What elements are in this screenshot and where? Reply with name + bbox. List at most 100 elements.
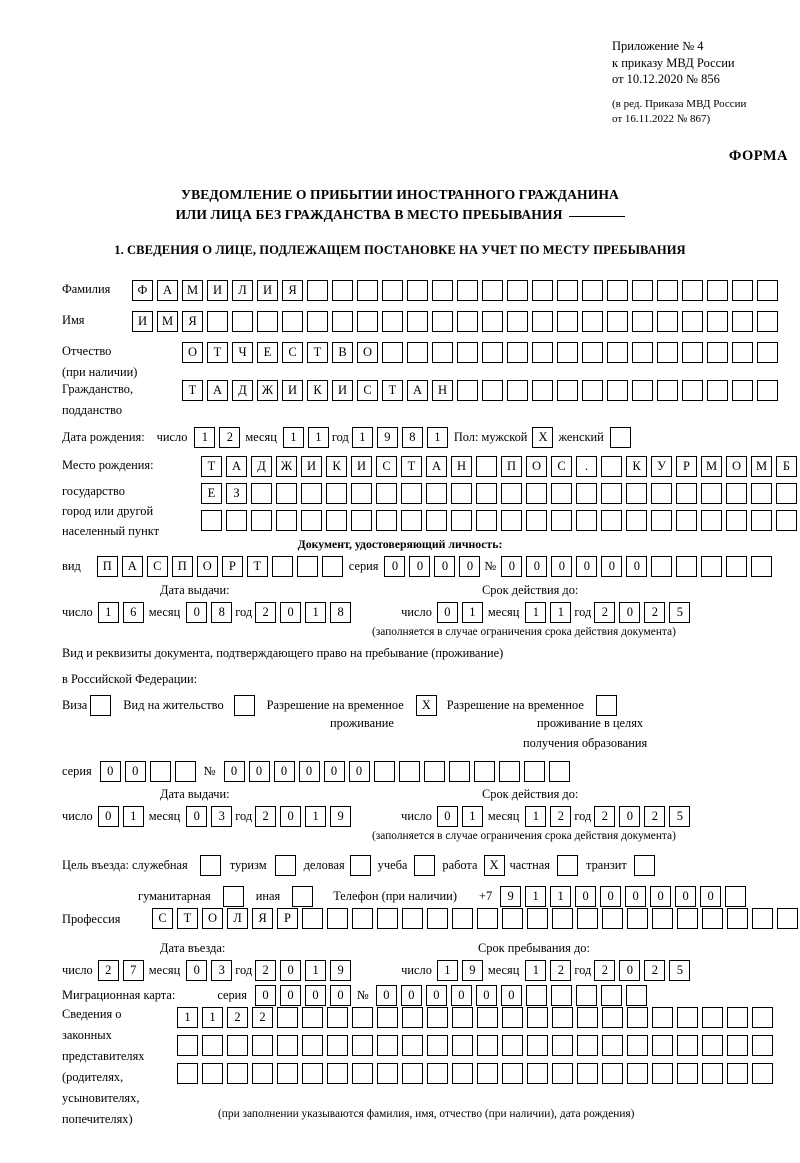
char-cell[interactable] [201,510,222,531]
char-cell[interactable] [476,483,497,504]
char-cell[interactable] [652,1007,673,1028]
char-cell[interactable] [557,380,578,401]
char-cell[interactable]: 0 [280,985,301,1006]
char-cell[interactable] [302,908,323,929]
char-cell[interactable] [414,855,436,876]
char-cell[interactable]: С [376,456,397,477]
purpose-private-checkbox[interactable] [557,855,578,876]
char-cell[interactable] [602,908,623,929]
char-cell[interactable] [327,908,348,929]
char-cell[interactable]: 2 [594,960,616,981]
char-cell[interactable]: 8 [401,427,423,448]
char-cell[interactable] [607,342,628,363]
char-cell[interactable] [551,510,572,531]
char-cell[interactable] [607,280,628,301]
char-cell[interactable] [452,1035,473,1056]
char-cell[interactable]: 9 [461,960,483,981]
char-cell[interactable] [177,1063,198,1084]
char-cell[interactable] [407,280,428,301]
char-cell[interactable] [532,311,553,332]
char-cell[interactable] [552,1035,573,1056]
purpose-tourism-checkbox[interactable] [274,855,296,876]
char-cell[interactable]: Т [207,342,228,363]
char-cell[interactable] [507,380,528,401]
char-cell[interactable] [296,556,318,577]
char-cell[interactable] [576,483,597,504]
char-cell[interactable] [707,311,728,332]
char-cell[interactable]: М [157,311,178,332]
char-cell[interactable]: 0 [434,556,456,577]
char-cell[interactable]: Д [232,380,253,401]
char-cell[interactable] [373,761,395,782]
char-cell[interactable] [701,483,722,504]
char-cell[interactable] [427,1063,448,1084]
char-cell[interactable] [776,510,797,531]
char-cell[interactable] [302,1035,323,1056]
char-cell[interactable] [557,280,578,301]
char-cell[interactable] [432,311,453,332]
char-cell[interactable] [632,380,653,401]
char-cell[interactable]: И [257,280,278,301]
char-cell[interactable]: Ж [276,456,297,477]
char-cell[interactable] [502,1063,523,1084]
char-cell[interactable] [527,1007,548,1028]
char-cell[interactable]: И [332,380,353,401]
char-cell[interactable]: 2 [255,602,277,623]
char-cell[interactable]: 1 [426,427,448,448]
char-cell[interactable]: 6 [122,602,144,623]
char-cell[interactable]: Ж [257,380,278,401]
char-cell[interactable] [502,1035,523,1056]
char-cell[interactable]: 0 [526,556,548,577]
char-cell[interactable]: 0 [626,556,648,577]
char-cell[interactable] [232,311,253,332]
char-cell[interactable] [507,342,528,363]
char-cell[interactable] [477,908,498,929]
legal-rep-cells-2[interactable] [177,1035,773,1056]
char-cell[interactable]: Т [177,908,198,929]
purpose-transit-checkbox[interactable] [633,855,655,876]
char-cell[interactable] [377,1063,398,1084]
char-cell[interactable] [726,556,748,577]
char-cell[interactable] [582,280,603,301]
char-cell[interactable] [398,761,420,782]
char-cell[interactable] [502,908,523,929]
char-cell[interactable] [702,1063,723,1084]
char-cell[interactable]: 0 [99,761,121,782]
char-cell[interactable]: Т [382,380,403,401]
char-cell[interactable]: 2 [550,960,572,981]
char-cell[interactable] [432,342,453,363]
char-cell[interactable]: О [202,908,223,929]
char-cell[interactable] [207,311,228,332]
char-cell[interactable] [627,1035,648,1056]
char-cell[interactable] [277,1035,298,1056]
char-cell[interactable] [473,761,495,782]
char-cell[interactable]: М [182,280,203,301]
char-cell[interactable] [707,280,728,301]
title-blank-line[interactable] [568,204,625,217]
char-cell[interactable] [301,510,322,531]
char-cell[interactable]: Т [182,380,203,401]
temp-residence-checkbox[interactable]: X [415,695,437,716]
char-cell[interactable]: О [357,342,378,363]
char-cell[interactable]: 0 [601,556,623,577]
char-cell[interactable]: Ч [232,342,253,363]
char-cell[interactable] [507,311,528,332]
char-cell[interactable] [702,1007,723,1028]
char-cell[interactable] [476,456,497,477]
char-cell[interactable] [751,556,773,577]
char-cell[interactable] [476,510,497,531]
char-cell[interactable] [402,908,423,929]
char-cell[interactable] [727,1035,748,1056]
char-cell[interactable] [202,1035,223,1056]
char-cell[interactable]: 2 [219,427,241,448]
char-cell[interactable]: М [701,456,722,477]
char-cell[interactable] [627,1063,648,1084]
char-cell[interactable]: К [626,456,647,477]
